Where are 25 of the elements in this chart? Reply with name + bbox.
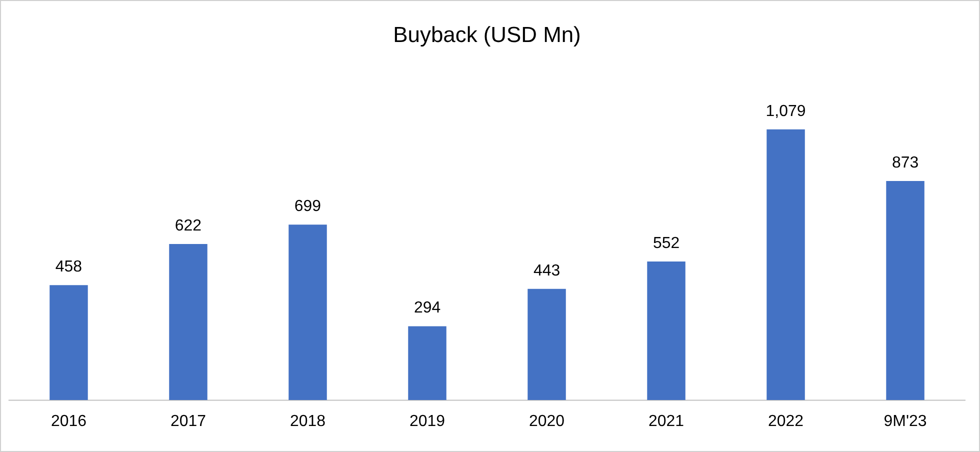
x-tick-label: 2020 xyxy=(529,412,565,430)
bar xyxy=(647,262,686,400)
data-label: 294 xyxy=(414,300,441,317)
data-label: 1,079 xyxy=(766,102,806,120)
x-tick-label: 2022 xyxy=(768,412,804,430)
data-label: 443 xyxy=(533,262,560,280)
chart-title: Buyback (USD Mn) xyxy=(393,22,581,48)
data-label: 699 xyxy=(294,198,322,216)
data-label: 873 xyxy=(892,154,919,172)
x-tick-label: 9M'23 xyxy=(884,412,927,430)
bar xyxy=(288,224,327,400)
x-tick-label: 2017 xyxy=(170,412,206,430)
data-label: 458 xyxy=(55,258,82,276)
bar xyxy=(408,326,446,400)
bar xyxy=(766,129,805,400)
bar xyxy=(169,244,208,400)
bar xyxy=(886,181,924,400)
bar xyxy=(528,288,566,400)
x-tick-label: 2018 xyxy=(290,412,326,430)
data-label: 622 xyxy=(174,217,202,234)
x-tick-label: 2021 xyxy=(648,412,684,430)
bar xyxy=(50,285,88,400)
x-tick-label: 2019 xyxy=(410,412,446,430)
x-tick-label: 2016 xyxy=(50,412,87,430)
data-label: 552 xyxy=(652,235,680,252)
